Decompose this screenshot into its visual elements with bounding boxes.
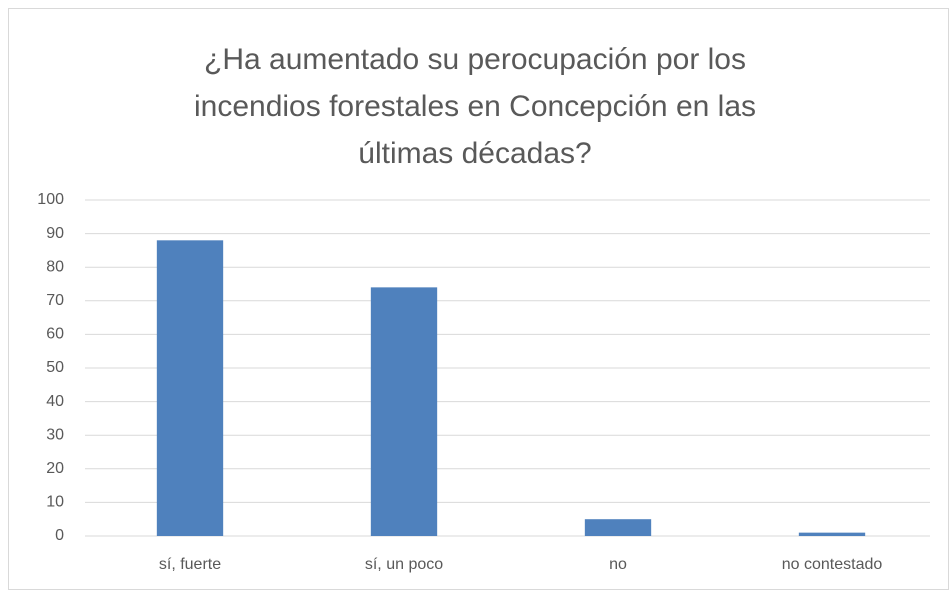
- bar: [370, 287, 438, 536]
- y-tick-label: 30: [46, 426, 64, 443]
- y-tick-label: 0: [55, 527, 64, 544]
- chart-title: ¿Ha aumentado su perocupación por los in…: [193, 43, 757, 170]
- x-tick-label: sí, fuerte: [159, 556, 221, 573]
- y-tick-label: 20: [46, 460, 64, 477]
- x-tick-label: no contestado: [782, 556, 883, 573]
- y-tick-label: 10: [46, 494, 64, 511]
- x-tick-label: no: [609, 556, 627, 573]
- x-tick-label: sí, un poco: [365, 556, 443, 573]
- y-tick-label: 100: [37, 191, 64, 208]
- y-tick-label: 60: [46, 326, 64, 343]
- y-tick-label: 40: [46, 393, 64, 410]
- y-tick-label: 80: [46, 258, 64, 275]
- y-tick-label: 70: [46, 292, 64, 309]
- y-tick-label: 50: [46, 359, 64, 376]
- bar: [798, 532, 866, 536]
- bar: [584, 519, 652, 536]
- y-tick-label: 90: [46, 225, 64, 242]
- bar: [156, 240, 224, 536]
